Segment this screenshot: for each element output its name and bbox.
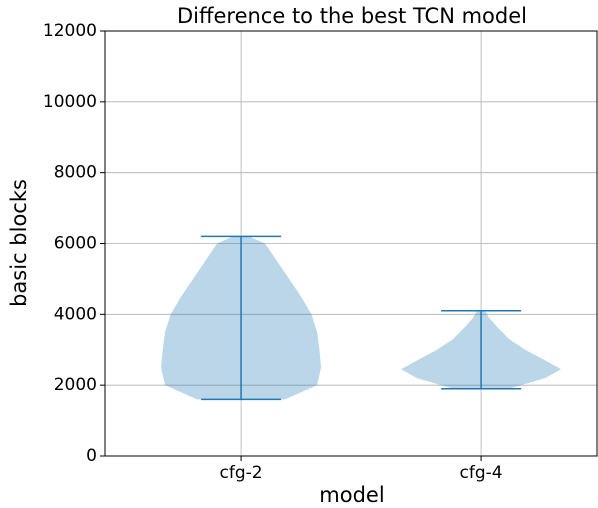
violin-body: [401, 310, 482, 389]
y-axis-label: basic blocks: [7, 179, 31, 307]
y-tick-label: 8000: [54, 163, 97, 183]
violin-body: [481, 310, 562, 389]
y-tick-label: 4000: [54, 304, 97, 324]
y-tick-label: 6000: [54, 234, 97, 254]
plot-frame: [104, 30, 598, 457]
chart-title: Difference to the best TCN model: [177, 4, 527, 28]
x-tick-label: cfg-2: [220, 463, 263, 483]
y-tick-label: 10000: [43, 92, 97, 112]
violin-body: [161, 236, 242, 400]
x-axis-label: model: [319, 483, 384, 507]
y-tick-label: 12000: [43, 21, 97, 41]
x-tick-label: cfg-4: [460, 463, 503, 483]
y-tick-label: 0: [86, 446, 97, 466]
y-tick-label: 2000: [54, 375, 97, 395]
violin-body: [241, 236, 322, 400]
